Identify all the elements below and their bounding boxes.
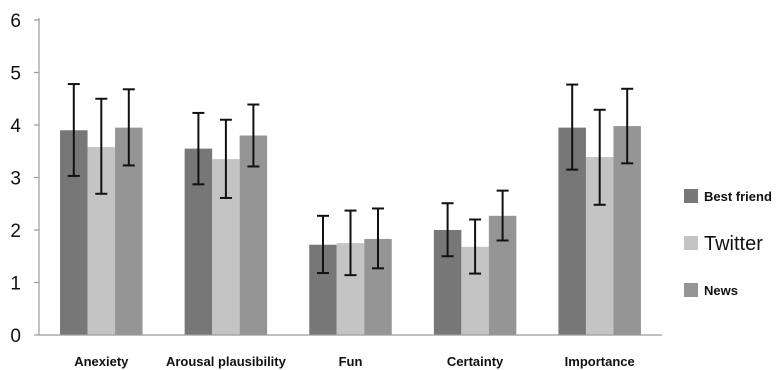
x-category-label: Importance [565, 354, 635, 369]
y-tick-label: 4 [10, 116, 21, 137]
legend-swatch [684, 189, 698, 203]
x-category-label: Certainty [447, 354, 504, 369]
bar-news [239, 135, 268, 335]
legend-label: Best friend [704, 189, 772, 204]
x-axis: Anexiety Arousal plausibility Fun Certainty… [39, 334, 662, 369]
legend: Best friend Twitter News [684, 189, 772, 298]
x-category-label: Arousal plausibility [166, 354, 287, 369]
y-tick-label: 0 [10, 326, 21, 347]
error-bars [67, 83, 634, 277]
bars [60, 126, 641, 335]
x-category-label: Fun [339, 354, 363, 369]
legend-label: News [704, 283, 738, 298]
y-tick-label: 1 [10, 274, 21, 295]
legend-swatch [684, 236, 698, 250]
y-axis: 0 1 2 3 4 5 6 [10, 11, 40, 347]
legend-label: Twitter [704, 233, 763, 255]
y-tick-label: 2 [10, 221, 21, 242]
y-tick-label: 3 [10, 169, 21, 190]
y-tick-label: 6 [10, 11, 21, 32]
legend-swatch [684, 283, 698, 297]
y-tick-label: 5 [10, 64, 21, 85]
x-category-label: Anexiety [74, 354, 129, 369]
